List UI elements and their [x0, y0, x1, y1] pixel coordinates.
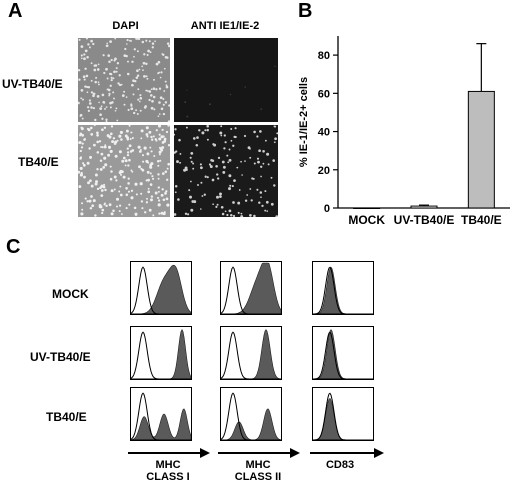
x-axis-arrows	[128, 448, 384, 458]
y-tick-label: 80	[318, 50, 330, 62]
x-tick-label: TB40/E	[461, 213, 502, 227]
dapi-tb40e-image	[78, 125, 170, 217]
y-tick-label: 60	[318, 88, 330, 100]
axis-label-mhc-class-i-line2: CLASS I	[146, 471, 190, 483]
axis-label-mhc-class-ii: MHC CLASS II	[216, 459, 300, 483]
row-label-mock: MOCK	[52, 287, 89, 301]
row-label-tb40e-c: TB40/E	[46, 410, 87, 424]
flow-histogram	[312, 387, 374, 441]
dapi-uv-image	[78, 38, 170, 122]
flow-histogram	[130, 387, 192, 441]
flow-histogram	[220, 387, 282, 441]
y-tick-label: 40	[318, 127, 330, 139]
flow-histogram	[130, 261, 192, 315]
y-axis-label: % IE-1/IE-2+ cells	[298, 77, 310, 167]
anti-ie-uv-image	[174, 38, 278, 122]
anti-ie-tb40e-image	[174, 125, 278, 217]
row-label-uv-tb40e: UV-TB40/E	[2, 77, 63, 91]
bar-uv-tb40/e	[410, 205, 438, 209]
row-label-uv-tb40e-c: UV-TB40/E	[30, 350, 91, 364]
flow-histogram	[130, 326, 192, 380]
flow-histogram	[220, 326, 282, 380]
flow-histogram	[220, 261, 282, 315]
axis-label-cd83-line1: CD83	[325, 459, 355, 471]
flow-histogram	[312, 261, 374, 315]
panel-a-label: A	[8, 0, 23, 22]
col-header-anti-ie: ANTI IE1/IE-2	[190, 20, 260, 32]
y-tick-label: 20	[318, 165, 330, 177]
row-label-tb40e: TB40/E	[18, 155, 59, 169]
bar-chart: 0 20 40 60 80 % IE-1/IE-2+ cells MOCK UV-TB40/E…	[298, 36, 510, 227]
panel-c-label: C	[6, 236, 21, 258]
axis-label-mhc-class-ii-line1: MHC	[245, 459, 271, 471]
axis-label-mhc-class-i: MHC CLASS I	[128, 459, 208, 483]
y-tick-label: 0	[324, 203, 330, 215]
x-tick-label: MOCK	[348, 213, 385, 227]
x-tick-label: UV-TB40/E	[394, 213, 455, 227]
axis-label-cd83: CD83	[312, 459, 368, 471]
col-header-dapi: DAPI	[112, 20, 139, 32]
panel-b-label: B	[298, 0, 313, 22]
flow-histogram	[312, 326, 374, 380]
axis-label-mhc-class-i-line1: MHC	[155, 459, 181, 471]
bar-mock	[353, 207, 381, 209]
axis-label-mhc-class-ii-line2: CLASS II	[234, 471, 282, 483]
bar-tb40/e	[467, 90, 495, 209]
